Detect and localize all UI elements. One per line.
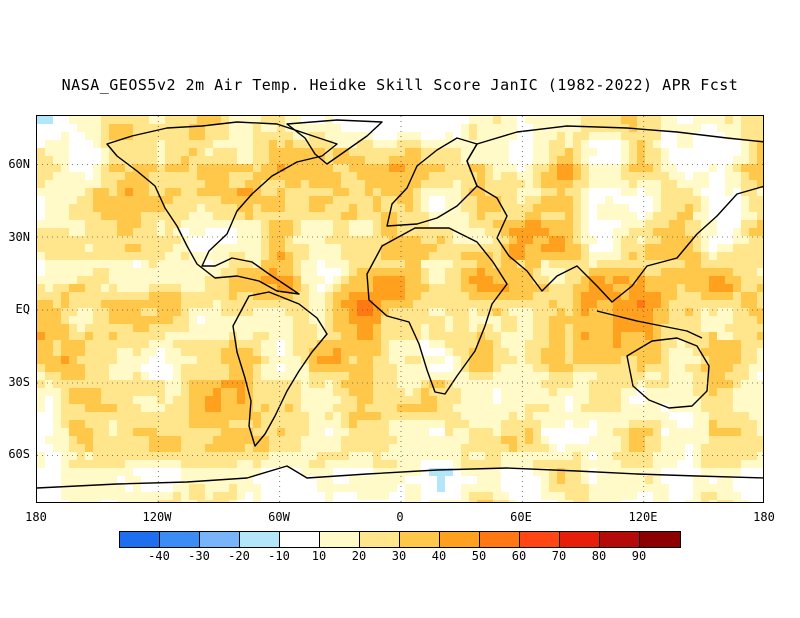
colorbar-swatch <box>600 532 640 547</box>
colorbar-swatch <box>240 532 280 547</box>
colorbar-swatch <box>160 532 200 547</box>
colorbar-label: 70 <box>551 549 567 563</box>
skill-field <box>37 116 763 502</box>
lon-label-120e: 120E <box>628 510 658 524</box>
coastline-north-america <box>106 121 338 295</box>
chart-title: NASA_GEOS5v2 2m Air Temp. Heidke Skill S… <box>61 76 739 94</box>
colorbar-swatch <box>200 532 240 547</box>
colorbar-swatch <box>480 532 520 547</box>
colorbar-label: 90 <box>631 549 647 563</box>
colorbar-swatch <box>440 532 480 547</box>
colorbar-swatch <box>520 532 560 547</box>
coastline-south-america <box>232 291 328 447</box>
coastline-australia <box>626 337 710 409</box>
lat-label-60s: 60S <box>8 447 30 461</box>
colorbar-label: 60 <box>511 549 527 563</box>
colorbar-swatch <box>280 532 320 547</box>
colorbar-label: 50 <box>471 549 487 563</box>
colorbar-label: 20 <box>351 549 367 563</box>
lat-label-eq: EQ <box>15 302 30 316</box>
lon-label-60w: 60W <box>268 510 290 524</box>
coastlines <box>37 119 763 489</box>
coastline-africa <box>366 227 508 395</box>
map-panel <box>36 115 764 503</box>
colorbar-label: -20 <box>228 549 250 563</box>
colorbar-swatch <box>400 532 440 547</box>
lon-label-180e: 180 <box>753 510 775 524</box>
colorbar <box>119 531 681 548</box>
colorbar-swatch <box>560 532 600 547</box>
lat-label-30s: 30S <box>8 375 30 389</box>
colorbar-swatch <box>640 532 680 547</box>
colorbar-label: 10 <box>311 549 327 563</box>
colorbar-swatch <box>320 532 360 547</box>
lon-label-180w: 180 <box>25 510 47 524</box>
lon-label-60e: 60E <box>510 510 532 524</box>
coastline-antarctica <box>37 465 763 489</box>
colorbar-swatch <box>120 532 160 547</box>
colorbar-label: -40 <box>148 549 170 563</box>
lat-label-60n: 60N <box>8 157 30 171</box>
colorbar-label: 40 <box>431 549 447 563</box>
lon-label-120w: 120W <box>142 510 172 524</box>
colorbar-label: 80 <box>591 549 607 563</box>
colorbar-label: -10 <box>268 549 290 563</box>
skill-score-map <box>37 116 763 502</box>
colorbar-label: -30 <box>188 549 210 563</box>
colorbar-swatch <box>360 532 400 547</box>
coastline-greenland <box>286 119 383 165</box>
lon-label-0: 0 <box>396 510 404 524</box>
colorbar-label: 30 <box>391 549 407 563</box>
lat-label-30n: 30N <box>8 230 30 244</box>
coastline-asia <box>466 125 763 303</box>
coastline-maritime-continent <box>596 310 703 339</box>
